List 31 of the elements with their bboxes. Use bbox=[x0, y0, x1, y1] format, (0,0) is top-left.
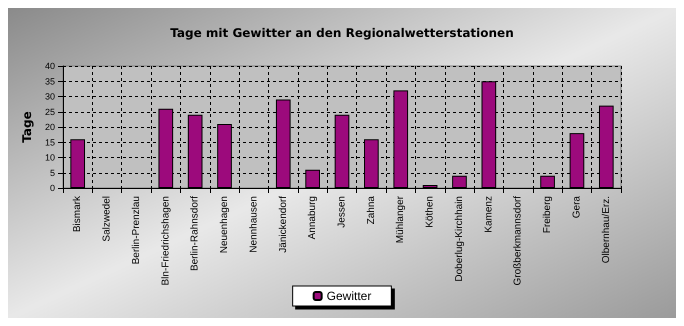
y-tick-label: 5 bbox=[50, 168, 55, 178]
x-tick-label: Gera bbox=[571, 196, 582, 218]
legend-label: Gewitter bbox=[326, 289, 372, 303]
y-axis-title: Tage bbox=[20, 111, 34, 143]
x-tick-label: Neuenhagen bbox=[219, 196, 230, 254]
x-tick-label: Olbernhau/Erz. bbox=[600, 196, 612, 264]
x-tick-label: Jessen bbox=[336, 196, 348, 228]
y-tick-label: 30 bbox=[44, 92, 55, 102]
x-tick-label: Freiberg bbox=[542, 196, 554, 234]
y-tick-label: 0 bbox=[50, 183, 55, 193]
x-tick-label: Nennhausen bbox=[248, 196, 260, 253]
x-tick-label: Zahna bbox=[366, 196, 377, 224]
y-tick-label: 20 bbox=[44, 122, 55, 132]
x-tick-label: Doberlug-Kirchhain bbox=[454, 196, 465, 282]
y-tick-label: 35 bbox=[44, 76, 55, 86]
x-tick-label: Mühlanger bbox=[395, 195, 406, 244]
x-tick-label: Bismark bbox=[72, 195, 84, 232]
x-tick-label: Kamenz bbox=[483, 196, 494, 233]
x-tick-label: Salzwedel bbox=[102, 196, 113, 242]
x-tick-label: Jänickendorf bbox=[278, 196, 289, 253]
x-tick-label: Bln-Friedrichshagen bbox=[160, 196, 172, 286]
y-tick-label: 15 bbox=[44, 137, 55, 148]
y-tick-label: 25 bbox=[44, 106, 55, 117]
y-tick-label: 40 bbox=[44, 61, 55, 71]
x-tick-label: Berlin-Rahnsdorf bbox=[190, 196, 201, 272]
y-tick-label: 10 bbox=[44, 152, 55, 162]
chart-title: Tage mit Gewitter an den Regionalwetterstationen bbox=[170, 26, 514, 40]
x-tick-label: Köthen bbox=[424, 196, 436, 228]
x-tick-label: Großberkmannsdorf bbox=[512, 196, 524, 286]
x-tick-label: Annaburg bbox=[307, 196, 318, 240]
x-tick-label: Berlin-Prenzlau bbox=[130, 196, 142, 264]
